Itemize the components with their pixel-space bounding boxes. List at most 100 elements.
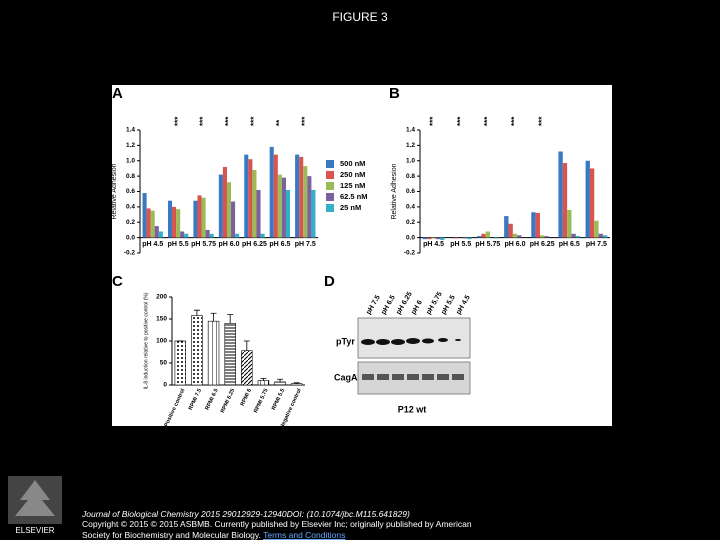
y-axis-label: Relative Adhesion bbox=[111, 163, 118, 219]
x-tick-label: pH 6.0 bbox=[218, 241, 239, 248]
bar bbox=[295, 154, 300, 238]
significance: ** bbox=[275, 119, 284, 126]
bar bbox=[567, 209, 572, 238]
y-tick-label: 0.2 bbox=[126, 219, 135, 226]
bar bbox=[241, 350, 253, 386]
error-bar bbox=[293, 382, 300, 384]
bar bbox=[504, 216, 509, 238]
x-tick-label: pH 5.75 bbox=[191, 241, 216, 248]
y-tick-label: 0.0 bbox=[126, 234, 135, 241]
copyright: Society for Biochemistry and Molecular B… bbox=[82, 530, 345, 540]
bar bbox=[269, 146, 274, 238]
error-bar bbox=[227, 314, 234, 324]
bar bbox=[274, 381, 286, 386]
error-bar bbox=[243, 340, 250, 351]
bar bbox=[467, 237, 472, 240]
y-axis-label: IL-8 induction relative to positive cont… bbox=[143, 292, 149, 389]
bar bbox=[256, 189, 261, 238]
bar bbox=[273, 154, 278, 238]
bar bbox=[231, 201, 236, 238]
bar bbox=[562, 163, 568, 238]
blot-bands bbox=[362, 374, 464, 380]
bar bbox=[146, 208, 151, 238]
terms-link[interactable]: Terms and Conditions bbox=[263, 530, 346, 540]
bar bbox=[252, 169, 257, 238]
significance: *** bbox=[300, 116, 309, 126]
significance: *** bbox=[224, 116, 233, 126]
bar bbox=[235, 233, 240, 238]
bar bbox=[257, 380, 270, 386]
bar bbox=[589, 168, 595, 238]
significance: *** bbox=[173, 116, 182, 126]
legend-swatch bbox=[326, 171, 334, 179]
x-tick-label: pH 4.5 bbox=[142, 241, 163, 248]
y-tick-label: 0.4 bbox=[126, 204, 135, 211]
blot-row-label: pTyr bbox=[336, 336, 355, 346]
bar bbox=[150, 210, 155, 238]
bar bbox=[209, 233, 214, 238]
significance: *** bbox=[537, 116, 546, 126]
bar bbox=[585, 160, 590, 238]
bar bbox=[184, 233, 189, 238]
slide-title: FIGURE 3 bbox=[332, 10, 388, 24]
bar bbox=[531, 212, 536, 238]
bar bbox=[598, 233, 603, 238]
bar bbox=[207, 320, 220, 386]
bar bbox=[174, 340, 187, 386]
blot-strain: P12 wt bbox=[398, 404, 427, 414]
bar bbox=[244, 154, 249, 238]
bar bbox=[281, 177, 286, 238]
x-tick-label: pH 4.5 bbox=[423, 241, 444, 248]
y-tick-label: 1.4 bbox=[126, 127, 135, 134]
bar bbox=[158, 231, 163, 238]
x-tick-label: pH 6.5 bbox=[559, 241, 580, 248]
blot-row-label: CagA bbox=[334, 372, 358, 382]
bar bbox=[462, 237, 468, 239]
bar bbox=[172, 206, 177, 238]
y-tick-label: 0.2 bbox=[406, 219, 415, 226]
y-tick-label: -0.2 bbox=[404, 250, 416, 257]
legend-swatch bbox=[326, 193, 334, 201]
bar bbox=[602, 235, 608, 238]
legend-label: 250 nM bbox=[340, 170, 365, 179]
x-tick-label: pH 6.5 bbox=[269, 241, 290, 248]
x-tick-label: pH 5.75 bbox=[475, 241, 500, 248]
error-bar bbox=[210, 312, 217, 322]
bar bbox=[154, 226, 159, 238]
legend-label: 125 nM bbox=[340, 181, 365, 190]
bar bbox=[303, 166, 308, 238]
bar bbox=[311, 189, 316, 238]
panel-letter: C bbox=[112, 273, 123, 290]
bar bbox=[477, 236, 482, 238]
error-bar bbox=[260, 378, 267, 381]
copyright: Copyright © 2015 © 2015 ASBMB. Currently… bbox=[82, 519, 472, 529]
logo: ELSEVIER bbox=[8, 476, 62, 535]
bar bbox=[307, 176, 312, 238]
bar bbox=[218, 174, 223, 238]
bar bbox=[167, 200, 173, 238]
bar bbox=[517, 235, 522, 238]
significance: *** bbox=[456, 116, 465, 126]
bar bbox=[558, 151, 563, 238]
bar bbox=[197, 195, 202, 238]
y-axis-label: Relative Adhesion bbox=[391, 163, 398, 219]
x-tick-label: pH 7.5 bbox=[295, 241, 316, 248]
legend-swatch bbox=[326, 204, 334, 212]
y-tick-label: 1.2 bbox=[126, 142, 135, 149]
bar bbox=[422, 237, 428, 240]
legend-swatch bbox=[326, 182, 334, 190]
bar bbox=[260, 233, 265, 238]
y-tick-label: 150 bbox=[156, 316, 167, 323]
bar bbox=[224, 323, 236, 386]
x-tick-label: pH 6.0 bbox=[504, 241, 525, 248]
bar bbox=[512, 233, 518, 238]
bar bbox=[481, 233, 486, 238]
bar bbox=[485, 231, 491, 238]
y-tick-label: 50 bbox=[160, 360, 168, 367]
bar bbox=[508, 223, 513, 238]
blot-membrane bbox=[357, 317, 471, 359]
y-tick-label: 0 bbox=[163, 382, 167, 389]
y-tick-label: 100 bbox=[156, 338, 167, 345]
